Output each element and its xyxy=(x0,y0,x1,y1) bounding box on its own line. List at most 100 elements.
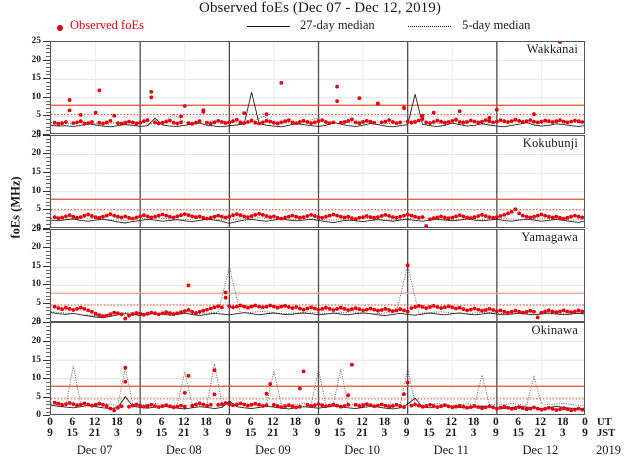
y-tick-mark-minor xyxy=(46,400,50,402)
y-tick-mark-minor xyxy=(46,164,50,166)
y-tick-label: 20 xyxy=(31,54,42,65)
y-tick-mark-minor xyxy=(46,344,50,346)
x-axis-timezone-labels: UT JST xyxy=(597,417,615,439)
y-tick-mark-minor xyxy=(46,337,50,339)
legend-label-27day: 27-day median xyxy=(300,18,375,32)
y-tick-mark-minor xyxy=(46,119,50,121)
y-tick-mark-minor xyxy=(46,160,50,162)
y-tick-mark-minor xyxy=(46,288,50,290)
y-tick-mark-minor xyxy=(46,142,50,144)
y-tick-mark-minor xyxy=(46,374,50,376)
y-tick-label: 25 xyxy=(31,36,42,46)
y-tick-label: 20 xyxy=(31,242,42,253)
y-tick-mark xyxy=(43,209,50,211)
y-tick-mark-minor xyxy=(46,70,50,72)
y-tick-mark-minor xyxy=(46,81,50,83)
y-tick-mark-minor xyxy=(46,393,50,395)
y-tick-mark-minor xyxy=(46,216,50,218)
x-tick-label: 6 15 xyxy=(155,416,168,439)
y-tick-mark-minor xyxy=(46,250,50,252)
x-tick-label: 6 15 xyxy=(423,416,435,439)
x-tick-label: 12 21 xyxy=(178,416,190,439)
x-tick-label: 12 21 xyxy=(356,416,368,439)
y-tick-mark xyxy=(43,59,50,61)
y-tick-mark-minor xyxy=(46,186,50,188)
y-tick-mark-minor xyxy=(46,89,50,91)
y-tick-mark-minor xyxy=(46,104,50,106)
panel-kokubunji: Kokubunji xyxy=(50,134,585,228)
y-tick-mark-minor xyxy=(46,367,50,369)
y-tick-mark-minor xyxy=(46,74,50,76)
median-5day-line-icon xyxy=(408,26,451,27)
observed-foes-marker-icon xyxy=(57,25,63,31)
y-tick-label: 0 xyxy=(36,129,41,139)
y-tick-mark-minor xyxy=(46,291,50,293)
x-axis-day-label: Dec 10 xyxy=(344,443,380,457)
y-tick-label: 0 xyxy=(36,222,41,233)
y-tick-label: 5 xyxy=(36,298,41,308)
y-tick-label: 20 xyxy=(31,336,42,346)
y-tick-label: 25 xyxy=(31,223,42,234)
x-tick-label: 6 15 xyxy=(334,416,346,439)
y-tick-mark-minor xyxy=(46,262,50,264)
y-tick-mark-minor xyxy=(46,232,50,234)
x-tick-label: 6 15 xyxy=(66,416,79,439)
panel-wakkanai: Wakkanai xyxy=(50,41,585,134)
y-tick-mark-minor xyxy=(46,100,50,102)
y-tick-mark-minor xyxy=(46,130,50,132)
y-tick-mark xyxy=(43,284,50,286)
y-tick-mark-minor xyxy=(46,52,50,54)
x-tick-label: 12 21 xyxy=(267,416,279,439)
y-tick-label: 20 xyxy=(31,148,42,159)
y-tick-mark-minor xyxy=(46,333,50,335)
y-tick-mark xyxy=(43,115,50,117)
y-tick-mark-minor xyxy=(46,149,50,151)
x-axis-day-label: Dec 08 xyxy=(165,443,202,457)
y-tick-mark xyxy=(43,96,50,98)
x-axis-ut-label: UT xyxy=(597,417,612,428)
median-27day-line-icon xyxy=(247,26,290,27)
y-tick-mark-minor xyxy=(46,194,50,196)
chart-title: Observed foEs (Dec 07 - Dec 12, 2019) xyxy=(199,0,441,16)
y-tick-mark-minor xyxy=(46,243,50,245)
y-tick-mark-minor xyxy=(46,55,50,57)
y-tick-mark-minor xyxy=(46,329,50,331)
panel-station-label: Kokubunji xyxy=(522,135,578,150)
x-tick-label: 18 3 xyxy=(378,416,391,439)
y-tick-mark-minor xyxy=(46,273,50,275)
y-tick-label: 15 xyxy=(31,260,42,271)
y-tick-mark-minor xyxy=(46,280,50,282)
y-tick-mark-minor xyxy=(46,236,50,238)
y-tick-mark-minor xyxy=(46,183,50,185)
y-tick-label: 5 xyxy=(36,391,41,402)
y-tick-mark-minor xyxy=(46,67,50,69)
x-tick-label: 12 21 xyxy=(445,416,458,439)
chart-legend: Observed foEs 27-day median 5-day median xyxy=(0,18,640,38)
y-tick-mark-minor xyxy=(46,122,50,124)
y-tick-label: 10 xyxy=(31,373,42,384)
x-tick-label: 18 3 xyxy=(200,416,212,439)
y-tick-mark-minor xyxy=(46,258,50,260)
legend-label-observed: Observed foEs xyxy=(70,18,144,32)
y-tick-mark-minor xyxy=(46,370,50,372)
y-tick-mark-minor xyxy=(46,348,50,350)
y-tick-mark-minor xyxy=(46,355,50,357)
y-tick-label: 10 xyxy=(31,91,42,102)
x-axis-day-label: Dec 07 xyxy=(76,443,113,457)
y-tick-mark-minor xyxy=(46,201,50,203)
panel-station-label: Yamagawa xyxy=(521,229,578,244)
y-tick-mark-minor xyxy=(46,407,50,409)
y-tick-label: 10 xyxy=(31,185,42,196)
y-tick-label: 5 xyxy=(36,110,41,121)
y-tick-mark-minor xyxy=(46,175,50,177)
y-tick-mark xyxy=(43,78,50,80)
y-tick-mark xyxy=(43,415,50,417)
y-tick-mark-minor xyxy=(46,198,50,200)
y-tick-mark-minor xyxy=(46,385,50,387)
y-tick-label: 5 xyxy=(36,204,41,215)
y-tick-mark-minor xyxy=(46,254,50,256)
y-tick-mark-minor xyxy=(46,212,50,214)
